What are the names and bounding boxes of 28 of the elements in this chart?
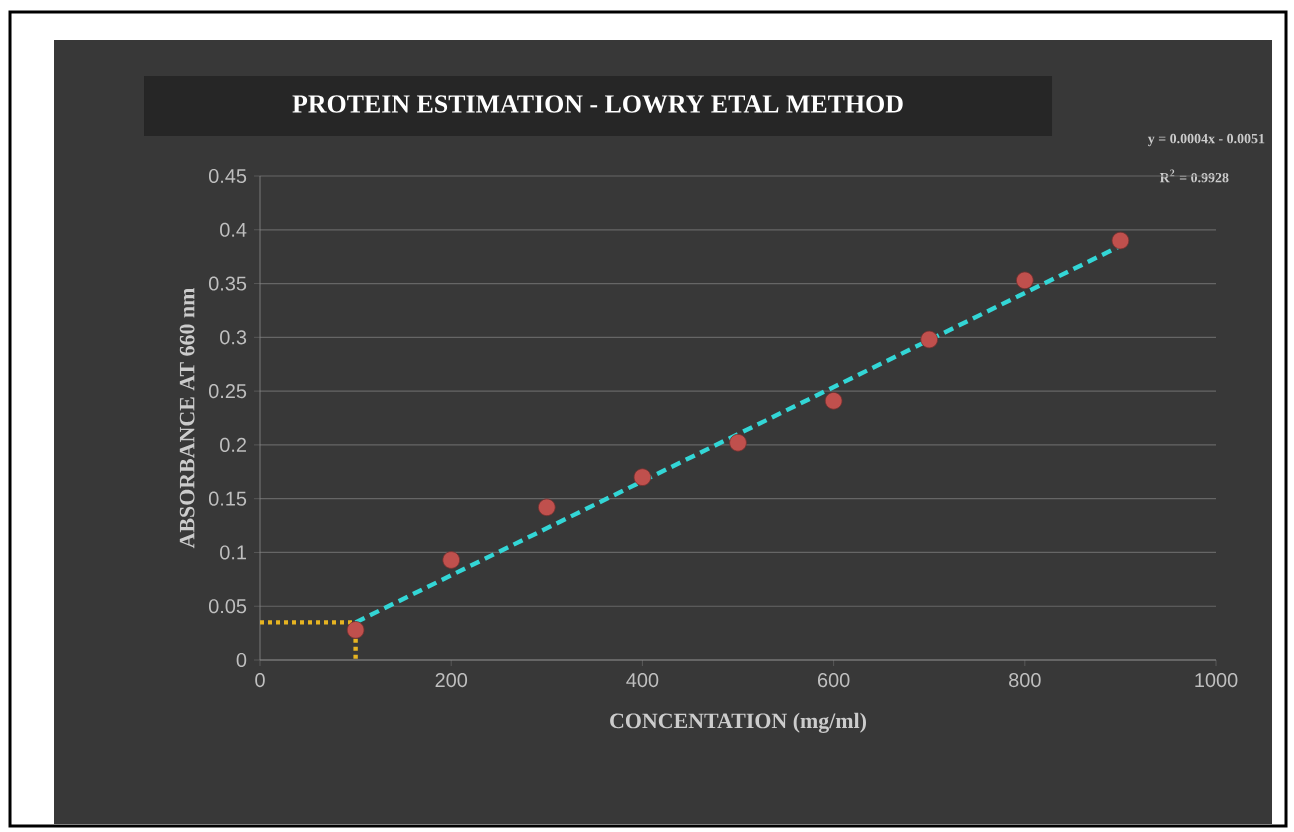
point: [442, 551, 461, 569]
point: [1016, 271, 1034, 290]
x-tick-label: 200: [435, 673, 468, 688]
point: [824, 392, 843, 410]
point: [729, 433, 747, 452]
y-tick-label: 0: [236, 652, 247, 668]
point: [633, 468, 652, 486]
y-tick-label: 0.35: [208, 276, 247, 291]
y-tick-label: 0.05: [208, 599, 247, 614]
point: [538, 498, 556, 517]
chart-title: PROTEIN ESTIMATION - LOWRY ETAL METHOD: [292, 95, 903, 113]
point: [920, 330, 939, 349]
point: [1111, 231, 1130, 250]
y-axis-title: ABSORBANCE AT 660 nm: [179, 288, 195, 549]
x-tick-label: 600: [818, 673, 850, 688]
point: [346, 621, 365, 639]
y-tick-label: 0.25: [208, 384, 247, 399]
x-tick-label: 800: [1009, 673, 1041, 688]
y-tick-label: 0.1: [220, 545, 247, 560]
x-tick-label: 0: [255, 673, 265, 688]
y-tick-label: 0.15: [208, 491, 247, 506]
y-tick-label: 0.4: [220, 222, 247, 237]
x-tick-label: 400: [626, 673, 659, 688]
x-tick-label: 1000: [1195, 673, 1238, 688]
y-tick-label: 0.3: [220, 330, 247, 345]
y-tick-label: 0.2: [220, 437, 246, 452]
x-axis-title: CONCENTATION (mg/ml): [610, 712, 866, 733]
y-tick-label: 0.45: [208, 168, 247, 184]
